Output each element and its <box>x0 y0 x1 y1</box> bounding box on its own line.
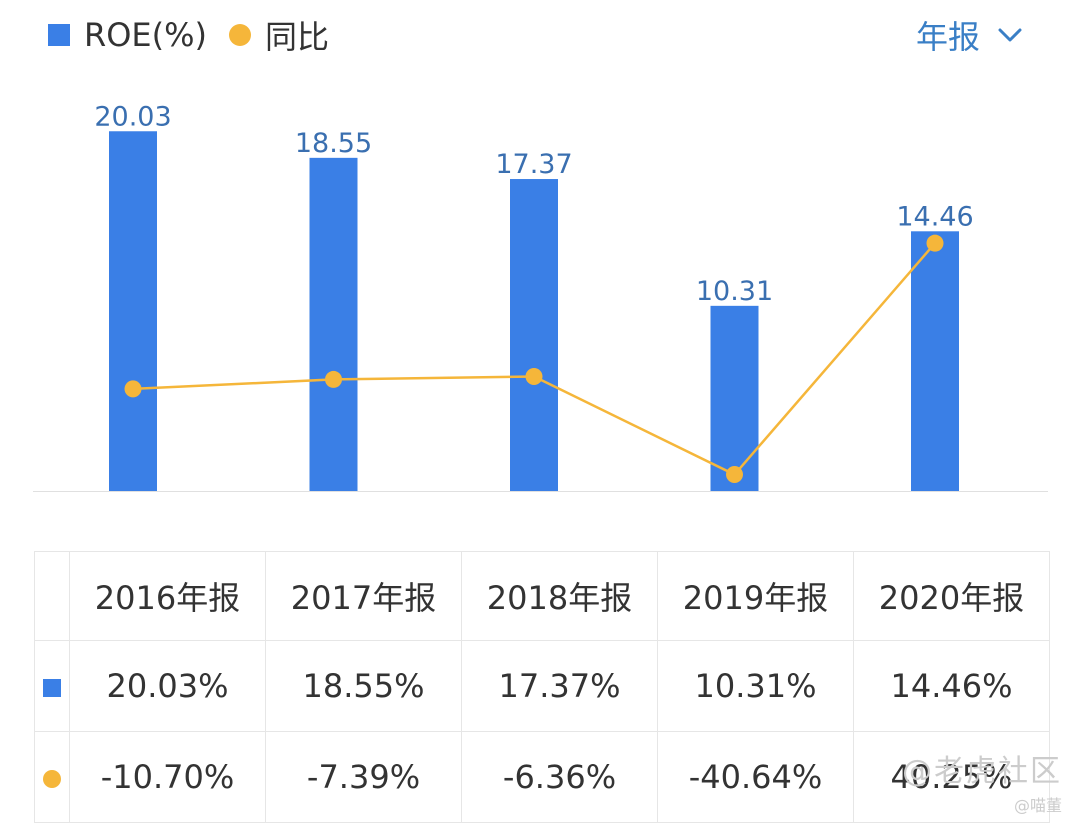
bar-data-label: 17.37 <box>495 149 572 180</box>
dot-marker-icon <box>43 770 61 788</box>
bar-data-label: 14.46 <box>896 201 973 232</box>
yoy-point <box>726 466 743 484</box>
chart-legend: ROE(%) 同比 <box>48 12 329 58</box>
roe-bar <box>710 305 759 491</box>
roe-bar <box>309 157 358 491</box>
watermark: @老虎社区 @喵董 <box>902 746 1062 816</box>
yoy-cell: -6.36% <box>461 731 658 823</box>
table-header-cell: 2020年报 <box>853 551 1050 641</box>
roe-bar <box>911 231 959 491</box>
bar-marker-icon <box>43 679 61 697</box>
roe-cell: 20.03% <box>69 640 266 732</box>
table-header-cell: 2018年报 <box>461 551 658 641</box>
yoy-point <box>926 234 944 252</box>
legend-bar-label: ROE(%) <box>84 16 208 54</box>
yoy-cell: 40.25% <box>853 731 1050 823</box>
yoy-cell: -10.70% <box>69 731 266 823</box>
bar-data-label: 20.03 <box>94 101 171 132</box>
table-row-roe: 20.03% 18.55% 17.37% 10.31% 14.46% <box>34 640 1050 732</box>
table-header-row: 2016年报 2017年报 2018年报 2019年报 2020年报 <box>34 551 1050 641</box>
roe-cell: 10.31% <box>657 640 854 732</box>
period-selector[interactable]: 年报 <box>916 12 1028 58</box>
yoy-cell: -7.39% <box>265 731 462 823</box>
roe-bar <box>109 131 157 491</box>
watermark-main: @老虎社区 <box>902 754 1062 789</box>
table-header-cell: 2019年报 <box>657 551 854 641</box>
table-corner-cell <box>34 551 70 641</box>
roe-row-marker <box>34 640 70 732</box>
bar-data-label: 18.55 <box>295 128 372 159</box>
table-header-cell: 2016年报 <box>69 551 266 641</box>
yoy-point <box>124 380 142 398</box>
table-header-cell: 2017年报 <box>265 551 462 641</box>
roe-chart: 20.03 18.55 17.37 10.31 14.46 <box>33 101 1048 492</box>
roe-cell: 14.46% <box>853 640 1050 732</box>
legend-line-label: 同比 <box>265 18 330 56</box>
roe-cell: 18.55% <box>265 640 462 732</box>
roe-cell: 17.37% <box>461 640 658 732</box>
yoy-cell: -40.64% <box>657 731 854 823</box>
watermark-sub: @喵董 <box>1013 796 1062 815</box>
legend-bar-swatch <box>48 24 70 46</box>
roe-table: 2016年报 2017年报 2018年报 2019年报 2020年报 20.03… <box>34 551 1050 823</box>
table-row-yoy: -10.70% -7.39% -6.36% -40.64% 40.25% <box>34 731 1050 823</box>
legend-line-swatch <box>229 24 252 46</box>
yoy-row-marker <box>34 731 70 823</box>
bar-data-label: 10.31 <box>696 276 773 307</box>
yoy-point <box>325 370 342 388</box>
roe-bar <box>510 179 558 491</box>
yoy-point <box>525 367 543 385</box>
period-selector-label: 年报 <box>915 18 980 56</box>
chevron-down-icon <box>998 28 1022 42</box>
